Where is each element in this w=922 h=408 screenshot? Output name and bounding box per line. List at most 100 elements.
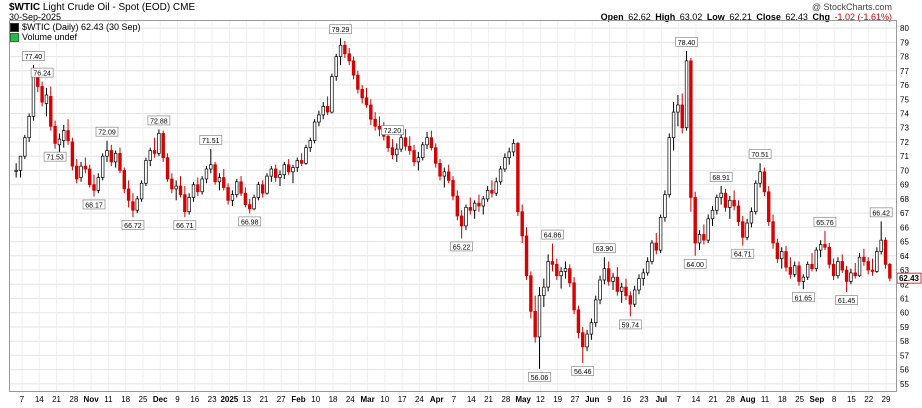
candle-body xyxy=(857,256,862,277)
x-tick-label: 8 xyxy=(832,395,837,404)
candle-body xyxy=(256,184,261,198)
legend-volume-label: Volume undef xyxy=(22,32,78,42)
price-annotation-box xyxy=(541,229,564,240)
candle-body xyxy=(27,115,31,139)
candle-body xyxy=(464,207,468,227)
x-tick-label: 18 xyxy=(329,395,338,404)
price-annotation-box xyxy=(329,24,352,35)
price-annotation: 66.72 xyxy=(124,223,142,230)
candle-body xyxy=(780,251,784,260)
candle-body xyxy=(161,133,165,158)
candle-body xyxy=(113,152,118,163)
x-tick-label: 12 xyxy=(536,395,545,404)
x-tick-label: May xyxy=(515,395,531,404)
y-tick-label: 76 xyxy=(900,81,909,90)
candle-body xyxy=(286,164,291,173)
candle-body xyxy=(870,269,875,272)
candle-body xyxy=(754,182,758,213)
x-tick-label: 22 xyxy=(864,395,873,404)
x-tick-label: 27 xyxy=(571,395,580,404)
candle-body xyxy=(235,181,239,195)
low-value: 62.21 xyxy=(729,12,752,22)
candle-body xyxy=(23,137,27,157)
x-tick-label: Apr xyxy=(430,395,444,404)
x-tick-label: 28 xyxy=(69,395,78,404)
candle-body xyxy=(165,157,170,180)
candle-body xyxy=(641,272,645,279)
candle-body xyxy=(537,295,542,338)
x-tick-label: 27 xyxy=(277,395,286,404)
candle-body xyxy=(645,261,650,274)
price-annotation-box xyxy=(619,319,642,330)
price-annotation: 65.76 xyxy=(816,220,834,227)
candle-body xyxy=(468,207,472,211)
candle-body xyxy=(312,121,317,141)
candle-body xyxy=(511,143,516,153)
x-tick-label: 28 xyxy=(501,395,510,404)
price-annotation: 77.40 xyxy=(25,54,43,61)
price-annotation: 63.90 xyxy=(596,246,614,253)
price-annotation-box xyxy=(731,248,755,259)
low-label: Low xyxy=(706,12,725,22)
candle-body xyxy=(706,218,710,241)
candle-body xyxy=(213,164,217,183)
candle-body xyxy=(507,151,511,158)
candle-body xyxy=(57,138,62,146)
candle-body xyxy=(503,157,507,170)
y-tick-label: 78 xyxy=(900,53,909,62)
candle-body xyxy=(594,299,598,324)
x-tick-label: 14 xyxy=(691,395,700,404)
y-tick-label: 64 xyxy=(900,252,909,261)
chg-label: Chg xyxy=(812,12,830,22)
candle-body xyxy=(490,189,494,194)
candle-body xyxy=(455,195,460,217)
candle-body xyxy=(477,202,481,207)
candle-body xyxy=(66,130,70,141)
candle-body xyxy=(373,118,377,127)
candle-body xyxy=(814,249,819,269)
candle-body xyxy=(585,333,589,348)
candle-body xyxy=(14,170,18,172)
candle-body xyxy=(425,137,429,146)
candle-body xyxy=(576,309,581,334)
x-tick-label: 15 xyxy=(847,395,856,404)
candle-body xyxy=(239,181,243,194)
price-annotation: 68.91 xyxy=(712,175,730,182)
candle-body xyxy=(191,184,196,198)
candle-body xyxy=(689,60,693,198)
x-tick-label: 21 xyxy=(709,395,718,404)
candle-body xyxy=(602,268,607,281)
x-tick-label: 16 xyxy=(190,395,199,404)
x-tick-label: 7 xyxy=(20,395,25,404)
candle-body xyxy=(187,197,191,213)
price-annotation-box xyxy=(82,199,106,210)
candle-body xyxy=(529,275,533,312)
candle-body xyxy=(438,162,442,177)
candle-body xyxy=(732,199,736,207)
candle-body xyxy=(200,178,204,193)
candle-body xyxy=(542,286,546,297)
candle-body xyxy=(157,133,161,154)
candle-body xyxy=(607,268,611,282)
candle-body xyxy=(879,239,883,252)
candle-body xyxy=(771,221,775,244)
x-tick-label: 7 xyxy=(676,395,681,404)
symbol: $WTIC xyxy=(9,2,41,13)
candle-body xyxy=(92,184,96,191)
x-tick-label: 25 xyxy=(139,395,148,404)
candle-body xyxy=(31,70,36,117)
candle-body xyxy=(222,177,226,188)
price-annotation: 65.22 xyxy=(453,244,471,251)
x-tick-label: 21 xyxy=(484,395,493,404)
candle-body xyxy=(810,263,814,269)
legend-price: $WTIC (Daily) 62.43 (30 Sep) xyxy=(10,22,141,32)
price-annotation-box xyxy=(381,125,404,135)
candle-body xyxy=(849,272,853,282)
candle-body xyxy=(369,104,373,120)
candle-body xyxy=(403,137,408,147)
legend-swatch-volume xyxy=(10,32,19,42)
price-annotation-box xyxy=(30,67,54,78)
x-tick-label: 13 xyxy=(242,395,251,404)
y-tick-label: 68 xyxy=(900,195,909,204)
chart-legend: $WTIC (Daily) 62.43 (30 Sep) Volume unde… xyxy=(10,22,141,42)
